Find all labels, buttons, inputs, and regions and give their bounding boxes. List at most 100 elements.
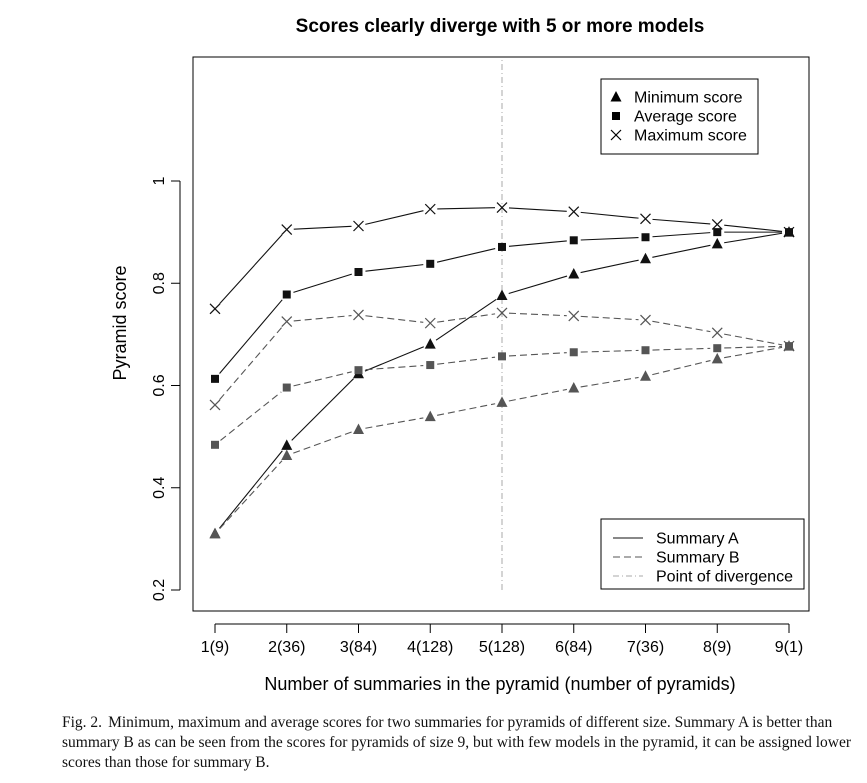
series-b-maximum-point — [424, 317, 436, 329]
series-b-minimum-segment — [508, 388, 567, 402]
series-a-minimum-segment — [508, 275, 568, 295]
legend-lines: Summary A Summary B Point of divergence — [600, 518, 805, 590]
series-b-maximum — [209, 307, 795, 411]
series-b-maximum-point-stroke — [353, 309, 364, 321]
plot-frame — [192, 56, 810, 612]
legend-marker-square — [612, 112, 620, 120]
series-b-maximum-point — [281, 316, 293, 328]
series-a-maximum-point — [209, 303, 221, 315]
series-b-maximum-segment — [508, 312, 567, 317]
series-layer — [209, 202, 795, 539]
x-tick-label: 3(84) — [340, 639, 377, 656]
series-b-minimum-point — [711, 352, 723, 364]
series-a-maximum-point-stroke — [640, 213, 651, 225]
legend-line-label: Point of divergence — [656, 569, 793, 586]
legend-line-label: Summary A — [656, 531, 739, 548]
series-a-maximum-point-stroke — [281, 224, 293, 235]
series-a-maximum-segment — [652, 218, 711, 225]
series-b-average-segment — [220, 391, 282, 441]
series-a-average-point — [569, 236, 578, 245]
series-a-maximum-segment — [219, 234, 283, 304]
series-b-maximum-segment — [293, 315, 352, 322]
series-a-minimum-segment — [724, 232, 783, 244]
y-tick-label: 1 — [151, 176, 168, 185]
series-b-maximum-point — [640, 314, 651, 326]
series-a-minimum-segment — [364, 346, 424, 372]
series-b-average-point — [713, 344, 722, 353]
series-a-maximum — [209, 202, 795, 315]
series-b-maximum-segment — [580, 315, 639, 321]
series-a-average-segment — [436, 248, 496, 263]
x-tick-label: 2(36) — [268, 639, 305, 656]
series-b-average-point — [426, 361, 435, 370]
series-b-average-segment — [652, 347, 711, 351]
series-a-maximum-point — [640, 213, 651, 225]
series-a-average-point — [426, 259, 435, 268]
series-a-average-point — [641, 233, 650, 242]
x-tick-label: 9(1) — [775, 639, 803, 656]
series-b-average — [211, 342, 793, 449]
y-tick-label: 0.6 — [151, 374, 168, 396]
legend-line-label: Summary B — [656, 550, 740, 567]
series-a-maximum-segment — [437, 207, 496, 210]
series-a-average-point — [211, 374, 219, 383]
series-b-minimum-segment — [293, 431, 353, 454]
series-b-maximum-point-stroke — [640, 314, 651, 326]
series-b-maximum-point-stroke — [424, 317, 436, 329]
series-b-average-point — [498, 352, 506, 361]
series-b-maximum-point — [353, 309, 364, 321]
series-a-maximum-point-stroke — [568, 206, 580, 218]
series-a-maximum-point — [568, 206, 580, 218]
series-b-maximum-point-stroke — [209, 399, 221, 411]
series-b-minimum-point — [209, 527, 221, 539]
series-a-average-segment — [652, 232, 711, 238]
series-b-average-segment — [508, 352, 567, 357]
series-b-minimum-segment — [652, 360, 711, 376]
series-a-minimum-segment — [652, 244, 711, 258]
x-tick-label: 8(9) — [703, 639, 731, 656]
x-tick-label: 1(9) — [201, 639, 229, 656]
series-a-minimum-point — [568, 268, 580, 279]
series-b-average-point — [282, 383, 291, 392]
series-b-minimum-point — [281, 449, 293, 461]
x-tick-label: 7(36) — [627, 639, 664, 656]
series-a-minimum-point — [640, 252, 651, 264]
series-a-average-segment — [508, 240, 567, 247]
x-tick-label: 5(128) — [479, 639, 525, 656]
y-tick-label: 0.8 — [151, 272, 168, 294]
x-tick-label: 6(84) — [555, 639, 592, 656]
series-b-average-segment — [580, 349, 639, 353]
series-b-average-segment — [365, 364, 424, 371]
series-b-maximum-segment — [724, 333, 783, 346]
y-tick-label: 0.2 — [151, 579, 168, 601]
series-b-minimum-segment — [580, 376, 639, 388]
legend-marker-label: Minimum score — [634, 90, 743, 107]
series-a-maximum-point-stroke — [496, 202, 508, 214]
series-b-minimum-point — [568, 382, 580, 393]
series-a-minimum-point — [496, 289, 508, 301]
series-b-maximum-segment — [437, 313, 496, 323]
series-a-maximum-segment — [508, 207, 567, 212]
legend-marker-x-stroke — [610, 129, 622, 141]
x-axis: 1(9) 2(36) 3(84) 4(128) 5(128) 6(84) 7(36) 8(9)… — [201, 623, 803, 656]
y-tick-label: 0.4 — [151, 477, 168, 499]
series-b-average-point — [354, 366, 363, 375]
series-a-maximum-segment — [365, 210, 424, 225]
series-a-maximum-segment — [580, 211, 639, 219]
series-a-minimum-point — [281, 439, 293, 450]
series-a-average-point — [282, 290, 291, 299]
series-a-minimum-segment — [218, 450, 283, 529]
series-b-minimum-point — [496, 396, 508, 407]
figure-caption: Fig. 2. Minimum, maximum and average scor… — [62, 713, 862, 773]
series-b-maximum-segment — [652, 320, 711, 333]
series-a-minimum-segment — [580, 259, 639, 274]
legend-markers: Minimum score Average score Maximum score — [600, 78, 759, 155]
series-a-average — [211, 228, 793, 383]
series-a-average-segment — [219, 299, 283, 374]
series-b-minimum-point — [353, 423, 364, 434]
series-b-maximum-point — [496, 307, 508, 319]
series-b-average-segment — [293, 371, 352, 387]
series-b-average-point — [641, 346, 650, 355]
series-b-minimum-segment — [365, 417, 424, 429]
series-a-average-segment — [580, 236, 639, 241]
